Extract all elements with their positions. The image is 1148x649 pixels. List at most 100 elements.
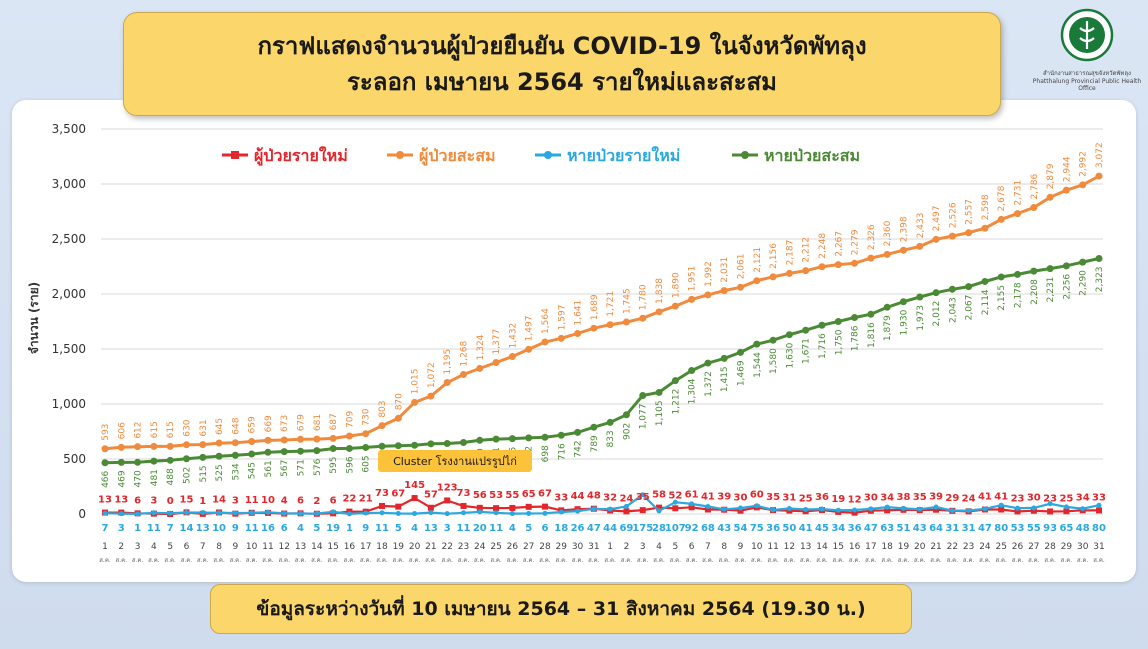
data-label-new-case: 4 <box>281 496 288 507</box>
chart-title-line2: ระลอก เมษายน 2564 รายใหม่และสะสม <box>347 68 777 96</box>
data-label-new-case: 145 <box>404 480 425 491</box>
marker-cumulative-case <box>134 443 142 451</box>
data-label-new-recovered: 92 <box>685 523 699 534</box>
marker-cumulative-recovered <box>231 451 239 459</box>
marker-new-recovered <box>314 510 320 516</box>
marker-new-recovered <box>477 509 483 515</box>
marker-cumulative-recovered <box>492 435 500 443</box>
x-month-label: ส.ค. <box>360 557 372 564</box>
x-tick-label: 23 <box>458 542 469 552</box>
marker-cumulative-recovered <box>150 457 158 465</box>
x-tick-label: 5 <box>672 542 678 552</box>
data-label-new-recovered: 75 <box>750 523 764 534</box>
marker-cumulative-recovered <box>297 447 305 455</box>
data-label-new-case: 39 <box>717 492 731 503</box>
data-label-new-recovered: 43 <box>717 523 731 534</box>
y-tick-label: 0 <box>78 507 86 521</box>
marker-cumulative-recovered <box>834 318 842 325</box>
data-label-cumulative-case: 1,838 <box>655 278 665 304</box>
x-month-label: ส.ค. <box>1044 557 1056 564</box>
data-label-cumulative-case: 2,398 <box>899 216 909 242</box>
data-label-cumulative-case: 2,786 <box>1030 174 1040 200</box>
marker-new-recovered <box>966 508 972 514</box>
marker-cumulative-recovered <box>329 445 337 453</box>
data-label-new-case: 23 <box>1043 493 1057 504</box>
marker-new-recovered <box>917 506 923 512</box>
marker-cumulative-recovered <box>622 411 630 419</box>
x-tick-label: 9 <box>232 542 238 552</box>
x-tick-label: 8 <box>721 542 727 552</box>
data-label-cumulative-recovered: 1,077 <box>639 404 649 430</box>
data-label-cumulative-case: 1,377 <box>492 329 502 355</box>
marker-new-case <box>1030 507 1037 514</box>
data-label-new-recovered: 5 <box>395 523 402 534</box>
marker-cumulative-case <box>916 242 924 250</box>
x-tick-label: 6 <box>184 542 190 552</box>
x-month-label: ส.ค. <box>344 557 356 564</box>
data-label-new-recovered: 4 <box>411 523 418 534</box>
data-label-cumulative-recovered: 1,786 <box>851 325 861 351</box>
data-label-new-case: 32 <box>603 492 617 503</box>
data-label-new-recovered: 63 <box>880 523 894 534</box>
marker-new-recovered <box>281 510 287 516</box>
data-label-cumulative-case: 3,072 <box>1095 142 1105 168</box>
marker-new-recovered <box>363 510 369 516</box>
x-tick-label: 16 <box>344 542 356 552</box>
marker-new-recovered <box>493 510 499 516</box>
marker-cumulative-recovered <box>769 336 777 344</box>
marker-new-recovered <box>542 510 548 516</box>
data-label-new-case: 12 <box>848 495 862 506</box>
marker-cumulative-case <box>802 267 810 275</box>
x-month-label: ส.ค. <box>132 557 144 564</box>
data-label-cumulative-recovered: 2,231 <box>1046 277 1056 303</box>
data-label-new-recovered: 36 <box>848 523 862 534</box>
data-label-new-case: 29 <box>945 493 959 504</box>
data-label-cumulative-case: 2,061 <box>737 254 747 280</box>
data-label-new-recovered: 1 <box>134 523 141 534</box>
data-label-new-recovered: 36 <box>766 523 780 534</box>
marker-cumulative-case <box>883 250 891 258</box>
x-month-label: ส.ค. <box>393 557 405 564</box>
data-label-cumulative-recovered: 469 <box>117 470 127 487</box>
marker-cumulative-recovered <box>1014 270 1022 278</box>
x-tick-label: 13 <box>800 542 811 552</box>
data-label-cumulative-case: 2,326 <box>867 224 877 250</box>
data-label-new-recovered: 11 <box>375 523 389 534</box>
data-label-cumulative-case: 1,268 <box>459 340 469 366</box>
x-month-label: ส.ค. <box>278 557 290 564</box>
marker-cumulative-recovered <box>639 392 647 400</box>
x-month-label: ส.ค. <box>376 557 388 564</box>
data-label-cumulative-recovered: 488 <box>166 468 176 485</box>
x-month-label: ส.ค. <box>604 557 616 564</box>
marker-cumulative-case <box>574 329 582 337</box>
marker-cumulative-recovered <box>965 283 973 291</box>
marker-cumulative-recovered <box>459 439 467 446</box>
data-label-cumulative-case: 1,564 <box>541 308 551 334</box>
marker-new-recovered <box>705 504 711 510</box>
data-label-new-case: 6 <box>297 495 304 506</box>
data-label-cumulative-case: 679 <box>297 414 307 431</box>
data-label-cumulative-recovered: 567 <box>280 460 290 477</box>
data-label-cumulative-recovered: 1,580 <box>769 348 779 374</box>
x-tick-label: 24 <box>474 542 486 552</box>
data-label-new-case: 55 <box>505 490 519 501</box>
x-tick-label: 20 <box>409 542 421 552</box>
marker-cumulative-case <box>443 379 451 387</box>
marker-cumulative-case <box>1014 210 1022 218</box>
marker-new-case <box>395 503 402 510</box>
marker-cumulative-recovered <box>1030 267 1038 275</box>
marker-new-recovered <box>151 510 157 516</box>
data-label-cumulative-recovered: 1,930 <box>899 309 909 335</box>
data-label-cumulative-case: 870 <box>394 393 404 410</box>
y-axis-label: จำนวน (ราย) <box>27 282 41 354</box>
marker-new-recovered <box>330 509 336 515</box>
x-tick-label: 9 <box>738 542 744 552</box>
y-axis: 0 500 1,000 1,500 2,000 2,500 3,000 3,500 <box>52 122 86 521</box>
legend-marker <box>544 151 552 159</box>
data-label-cumulative-recovered: 2,067 <box>965 295 975 321</box>
data-label-new-case: 34 <box>880 492 894 503</box>
data-label-cumulative-case: 803 <box>378 400 388 417</box>
x-tick-label: 4 <box>151 542 157 552</box>
data-label-cumulative-recovered: 525 <box>215 464 225 481</box>
x-tick-label: 15 <box>327 542 338 552</box>
